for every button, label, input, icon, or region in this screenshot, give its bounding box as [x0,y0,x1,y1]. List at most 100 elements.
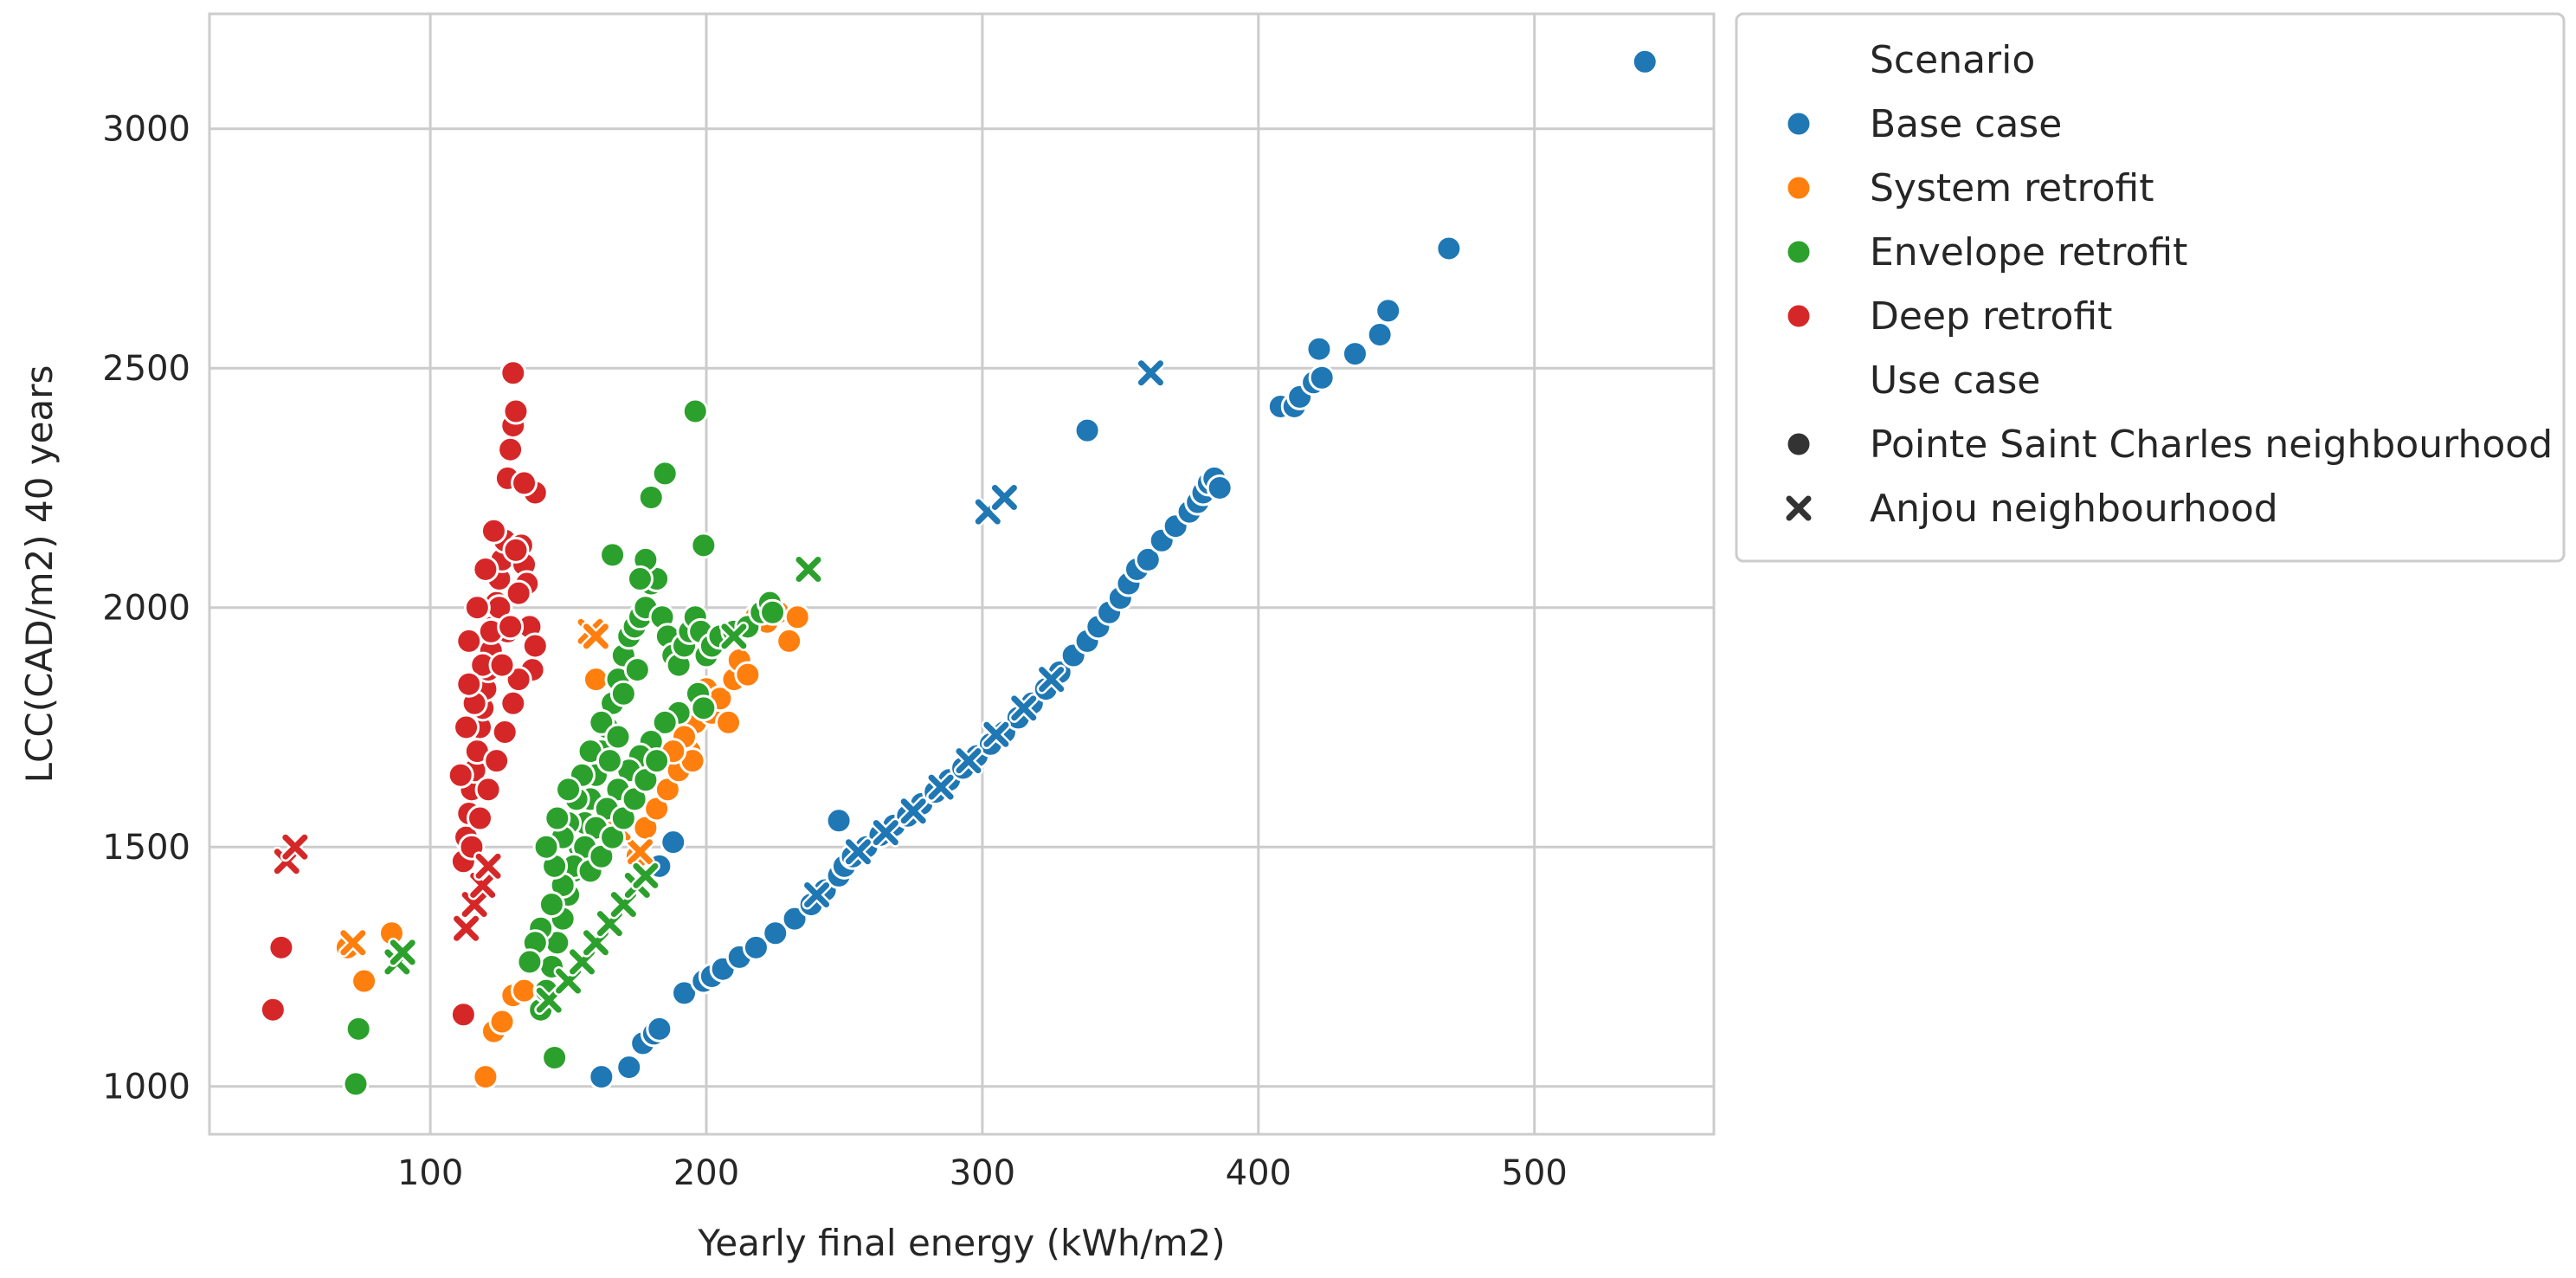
legend: Scenario Base case System retrofit Envelop… [1735,12,2566,563]
x-tick-label: 500 [1502,1153,1568,1193]
legend-label: Anjou neighbourhood [1870,487,2278,531]
data-point-x [898,796,929,826]
y-tick-label: 1500 [102,828,190,868]
data-point [651,460,679,487]
data-point [480,517,507,545]
data-point-x [581,621,611,651]
data-point [651,708,679,736]
data-point [497,436,525,463]
series-envelope-retrofit [342,397,824,1098]
data-point [544,804,571,832]
data-point [483,747,511,775]
data-point [472,1063,499,1091]
legend-use-case-entries: Pointe Saint Charles neighbourhood Anjou … [1784,423,2553,531]
data-point [511,469,538,497]
plot-frame [208,12,1716,1136]
data-point [491,718,518,746]
data-point [626,565,654,593]
data-point [472,555,499,583]
data-point [1341,340,1368,368]
data-point [532,833,560,861]
data-point-x [451,913,481,944]
x-tick-label: 100 [397,1153,463,1193]
data-points [259,48,1658,1098]
data-point-x [926,772,956,803]
legend-label: System retrofit [1870,166,2154,210]
data-point [643,747,671,775]
data-point [488,651,516,679]
legend-marker-deep-retrofit [1785,302,1813,330]
data-point [1206,474,1233,501]
data-point [759,598,787,626]
data-point-x [718,621,749,651]
data-point [1631,48,1658,75]
data-point [516,948,544,976]
data-point [447,761,474,789]
data-point-x [981,720,1011,750]
data-point [623,656,651,684]
data-point [690,694,718,722]
data-point [467,804,494,832]
data-point [609,680,637,707]
data-point [715,708,743,736]
data-point-x [1036,664,1066,694]
data-point [742,933,770,961]
data-point [499,689,527,717]
data-point [660,829,687,856]
data-point-x [794,554,824,584]
data-point [588,1063,615,1091]
data-point [488,1008,516,1036]
legend-box [1735,12,2566,563]
data-point [555,776,583,804]
data-point [1375,297,1402,325]
legend-label: Pointe Saint Charles neighbourhood [1870,423,2553,467]
data-point-x [953,746,983,776]
data-point-x [843,836,873,867]
data-point-x [473,851,504,881]
data-point [455,670,483,698]
y-tick-label: 1000 [102,1068,190,1107]
legend-title-scenario: Scenario [1870,38,2035,82]
data-point-x [625,836,655,867]
data-point [671,979,699,1007]
data-point [1134,545,1162,573]
data-point-x [460,889,490,920]
legend-marker-circle [1785,430,1813,458]
data-point [1366,321,1394,349]
data-point [596,747,623,775]
series-base-case [588,48,1658,1091]
y-tick-label: 2500 [102,349,190,389]
data-point-x [989,482,1020,513]
data-point [453,713,480,741]
data-point-x [802,880,832,910]
data-point [502,397,530,425]
data-point [449,1001,477,1029]
x-axis-label: Yearly final energy (kWh/m2) [697,1222,1225,1264]
data-point-x [338,927,368,958]
data-point [637,484,665,512]
data-point [604,723,632,751]
data-point [681,397,709,425]
data-point [497,613,525,641]
data-point [455,627,483,655]
legend-marker-base-case [1785,110,1813,138]
data-point [505,579,532,607]
data-point [259,996,287,1023]
data-point [502,536,530,564]
tick-labels: 100 200 300 400 500 1000 1500 2000 2500 3000 [102,110,1568,1193]
x-tick-label: 300 [950,1153,1015,1193]
data-point [690,532,718,559]
data-point [825,807,853,835]
legend-label: Envelope retrofit [1870,230,2187,274]
data-point [521,632,549,660]
y-tick-label: 3000 [102,110,190,150]
data-point [582,666,609,694]
grid-lines [209,14,1714,1134]
data-point-x [630,861,660,891]
data-point [762,920,789,947]
data-point [267,933,295,961]
data-point [734,661,762,688]
legend-marker-system-retrofit [1785,174,1813,202]
legend-title-use-case: Use case [1870,358,2040,403]
data-point [599,541,627,569]
